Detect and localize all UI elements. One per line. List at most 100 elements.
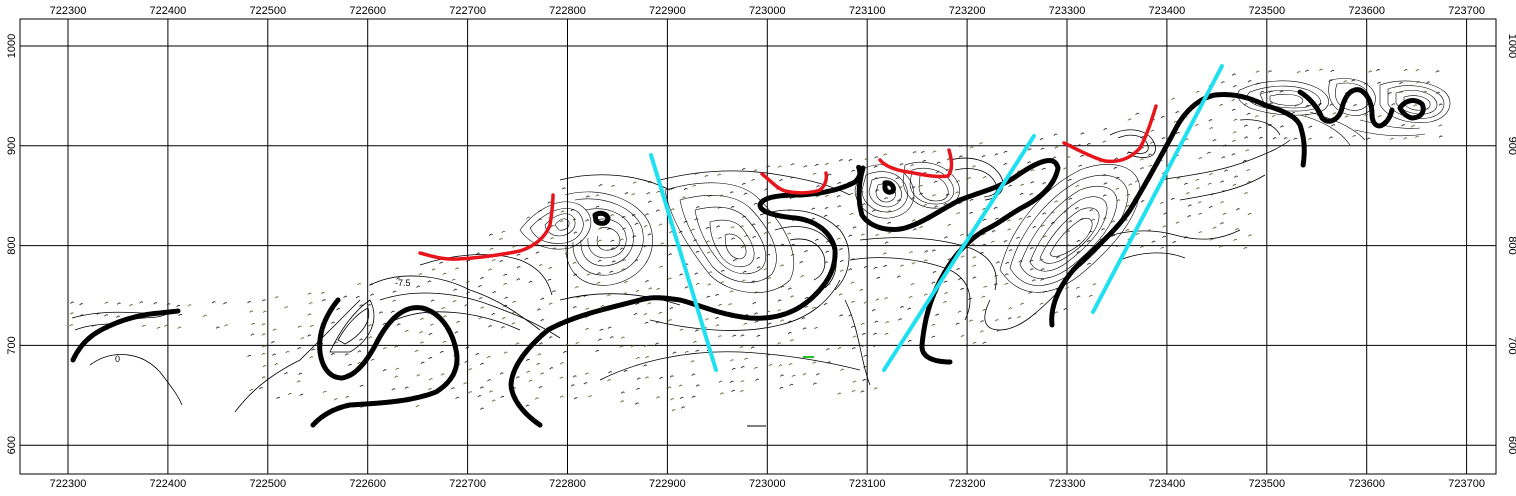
station-marker — [488, 390, 493, 393]
grid-layer — [20, 19, 1496, 474]
station-marker — [767, 277, 772, 280]
station-marker — [720, 281, 725, 284]
station-marker — [1134, 180, 1139, 183]
station-marker — [924, 250, 929, 253]
station-marker — [1065, 286, 1069, 290]
station-marker — [743, 322, 748, 326]
station-marker — [706, 251, 711, 254]
station-marker — [1244, 192, 1248, 195]
station-marker — [1344, 115, 1349, 118]
station-marker — [1401, 124, 1406, 127]
station-marker — [491, 259, 496, 262]
station-marker — [1042, 235, 1047, 238]
station-marker — [585, 219, 590, 222]
station-marker — [334, 341, 339, 344]
station-marker — [646, 192, 651, 195]
station-marker — [978, 142, 983, 145]
station-marker — [1391, 103, 1396, 106]
station-marker — [1247, 80, 1252, 83]
station-marker — [659, 376, 663, 380]
station-marker — [548, 302, 553, 305]
station-marker — [1307, 137, 1312, 141]
station-marker — [1198, 157, 1203, 160]
station-marker — [480, 407, 484, 410]
station-marker — [1027, 148, 1032, 151]
station-marker — [957, 310, 962, 313]
station-marker — [395, 367, 400, 371]
station-marker — [476, 252, 480, 255]
station-marker — [1206, 151, 1211, 155]
station-marker — [777, 165, 782, 168]
station-marker — [767, 322, 772, 325]
station-marker — [597, 338, 602, 341]
station-marker — [382, 369, 387, 372]
station-marker — [1183, 236, 1188, 239]
station-marker — [667, 244, 672, 248]
station-marker — [478, 297, 483, 300]
station-marker — [414, 349, 419, 353]
station-marker — [912, 228, 917, 231]
station-marker — [825, 250, 830, 253]
station-marker — [480, 362, 484, 366]
station-marker — [874, 189, 879, 192]
station-marker — [320, 291, 325, 295]
station-marker — [1016, 236, 1020, 240]
station-marker — [1020, 183, 1025, 187]
station-marker — [1052, 156, 1057, 159]
station-marker — [634, 222, 639, 226]
station-marker — [824, 162, 829, 166]
station-marker — [498, 237, 503, 241]
station-marker — [660, 242, 665, 245]
station-marker — [1077, 144, 1081, 147]
station-marker — [116, 315, 121, 318]
station-marker — [635, 289, 640, 293]
station-marker — [1103, 182, 1108, 185]
station-marker — [468, 391, 473, 394]
station-marker — [330, 352, 335, 356]
station-marker — [671, 409, 676, 412]
station-marker — [573, 231, 578, 234]
station-marker — [741, 167, 746, 171]
station-marker — [720, 269, 725, 273]
station-marker — [958, 155, 963, 158]
station-marker — [466, 259, 470, 263]
station-marker — [850, 325, 855, 329]
station-marker — [1304, 69, 1309, 73]
station-marker — [873, 387, 878, 390]
station-marker — [1162, 225, 1167, 228]
x-tick-label-top: 722800 — [549, 5, 586, 17]
station-marker — [864, 157, 869, 161]
station-marker — [1410, 125, 1415, 128]
station-marker — [907, 307, 912, 310]
station-marker — [1403, 137, 1408, 140]
station-marker — [718, 380, 723, 383]
station-marker — [585, 327, 589, 331]
station-marker — [767, 221, 772, 225]
station-marker — [1102, 194, 1107, 197]
station-marker — [684, 286, 689, 289]
station-marker — [799, 261, 804, 264]
station-marker — [1187, 204, 1192, 207]
station-marker — [1113, 166, 1118, 170]
station-marker — [516, 253, 521, 257]
station-marker — [585, 307, 590, 311]
station-marker — [1116, 244, 1121, 248]
station-marker — [744, 357, 749, 360]
station-marker — [300, 337, 305, 340]
station-marker — [863, 265, 868, 269]
station-marker — [824, 206, 829, 210]
station-marker — [515, 376, 520, 379]
station-marker — [610, 239, 615, 243]
station-marker — [503, 304, 508, 308]
station-marker — [754, 312, 758, 315]
station-marker — [814, 238, 819, 242]
station-marker — [562, 350, 567, 354]
station-marker — [297, 325, 302, 328]
station-marker — [935, 313, 940, 316]
station-marker — [370, 358, 375, 362]
station-marker — [706, 295, 711, 299]
station-marker — [811, 217, 816, 221]
station-marker — [450, 387, 455, 390]
station-marker — [656, 190, 661, 194]
